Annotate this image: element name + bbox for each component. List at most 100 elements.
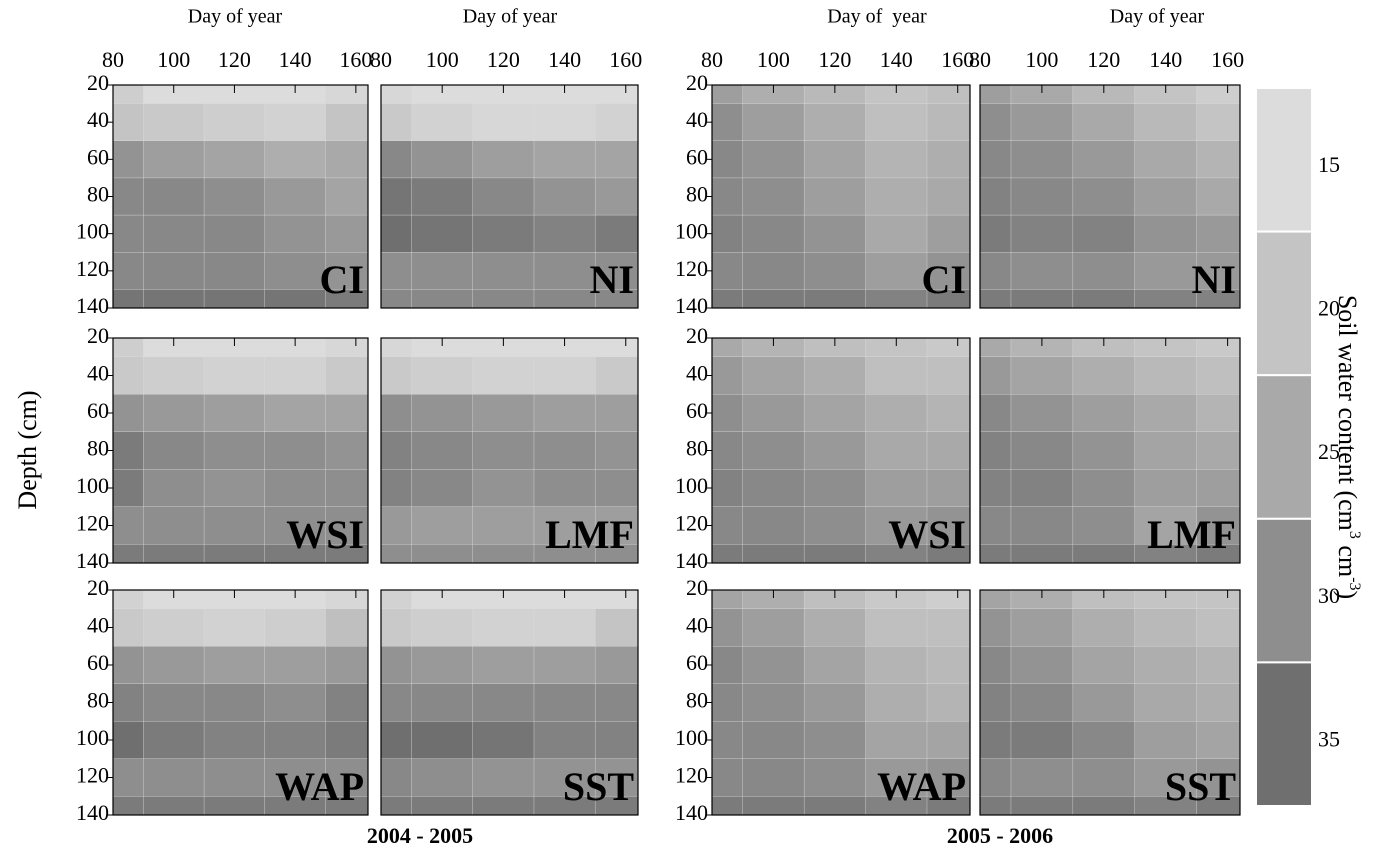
contour-cell	[533, 721, 596, 760]
contour-cell	[980, 590, 1012, 610]
contour-cell	[472, 252, 535, 291]
contour-cell	[926, 683, 970, 722]
contour-cell	[1072, 356, 1136, 395]
y-tick-label: 20	[686, 70, 708, 95]
y-tick-label: 60	[686, 398, 708, 423]
contour-cell	[381, 544, 413, 563]
colorbar-title-part: cm	[1333, 539, 1362, 577]
contour-cell	[143, 544, 205, 563]
x-tick-label: 120	[818, 47, 851, 72]
y-tick-label: 100	[675, 219, 708, 244]
x-tick-label: 80	[969, 47, 991, 72]
contour-cell	[1010, 544, 1074, 563]
contour-cell	[742, 252, 805, 291]
contour-cell	[381, 356, 413, 395]
contour-cell	[113, 431, 145, 470]
contour-cell	[203, 646, 266, 685]
contour-cell	[203, 506, 266, 545]
contour-cell	[1196, 683, 1240, 722]
panel-label: LMF	[1147, 512, 1236, 557]
contour-cell	[594, 796, 638, 815]
x-tick-label: 160	[339, 47, 372, 72]
panel	[113, 590, 368, 815]
contour-cell	[865, 356, 928, 395]
contour-cell	[865, 646, 928, 685]
contour-cell	[742, 683, 805, 722]
contour-cell	[381, 177, 413, 216]
contour-cell	[1072, 252, 1136, 291]
panel-label: WAP	[275, 764, 364, 809]
y-tick-label: 80	[87, 688, 109, 713]
panel	[980, 338, 1240, 563]
contour-cell	[926, 356, 970, 395]
contour-cell	[381, 506, 413, 545]
contour-cell	[113, 394, 145, 433]
panel-frame	[380, 84, 639, 309]
contour-cell	[203, 544, 266, 563]
contour-cell	[264, 608, 327, 647]
y-tick-label: 80	[87, 436, 109, 461]
contour-cell	[1010, 289, 1074, 308]
contour-cell	[742, 214, 805, 253]
contour-cell	[533, 646, 596, 685]
contour-cell	[865, 469, 928, 508]
contour-cell	[926, 252, 970, 291]
contour-cell	[803, 796, 867, 815]
contour-cell	[203, 140, 266, 179]
panel	[113, 85, 368, 308]
contour-cell	[533, 608, 596, 647]
contour-cell	[594, 85, 638, 105]
contour-cell	[264, 683, 327, 722]
contour-cell	[381, 683, 413, 722]
contour-cell	[980, 140, 1012, 179]
contour-cell	[381, 721, 413, 760]
contour-cell	[1010, 796, 1074, 815]
contour-cell	[1010, 431, 1074, 470]
contour-cell	[1196, 646, 1240, 685]
contour-cell	[113, 140, 145, 179]
contour-cell	[1134, 431, 1198, 470]
contour-cell	[1134, 646, 1198, 685]
colorbar-label: 30	[1318, 583, 1340, 608]
contour-cell	[411, 544, 474, 563]
colorbar-label: 20	[1318, 296, 1340, 321]
panel	[113, 338, 368, 563]
contour-cell	[113, 289, 145, 308]
contour-cell	[143, 214, 205, 253]
contour-cell	[411, 506, 474, 545]
y-tick-label: 80	[87, 182, 109, 207]
contour-cell	[113, 683, 145, 722]
contour-cell	[1134, 469, 1198, 508]
contour-cell	[712, 177, 744, 216]
contour-cell	[143, 796, 205, 815]
colorbar-label: 35	[1318, 726, 1340, 751]
y-tick-label: 40	[87, 613, 109, 638]
x-tick-label: 140	[880, 47, 913, 72]
colorbar-band	[1255, 230, 1313, 377]
contour-cell	[803, 544, 867, 563]
contour-cell	[325, 469, 368, 508]
contour-cell	[113, 758, 145, 797]
y-tick-label: 120	[675, 511, 708, 536]
contour-cell	[926, 544, 970, 563]
contour-cell	[980, 252, 1012, 291]
contour-cell	[411, 356, 474, 395]
panel	[381, 338, 638, 563]
contour-cell	[533, 356, 596, 395]
contour-cell	[472, 506, 535, 545]
contour-cell	[381, 431, 413, 470]
contour-cell	[325, 252, 368, 291]
contour-cell	[1010, 214, 1074, 253]
contour-cell	[1134, 683, 1198, 722]
contour-cell	[1196, 289, 1240, 308]
contour-cell	[803, 177, 867, 216]
y-tick-label: 40	[686, 361, 708, 386]
y-tick-label: 60	[87, 398, 109, 423]
contour-cell	[381, 394, 413, 433]
x-axis-label: Day of year	[188, 6, 283, 28]
contour-cell	[742, 646, 805, 685]
contour-cell	[411, 103, 474, 142]
group-label: 2005 - 2006	[947, 823, 1053, 848]
contour-cell	[264, 356, 327, 395]
contour-cell	[803, 252, 867, 291]
